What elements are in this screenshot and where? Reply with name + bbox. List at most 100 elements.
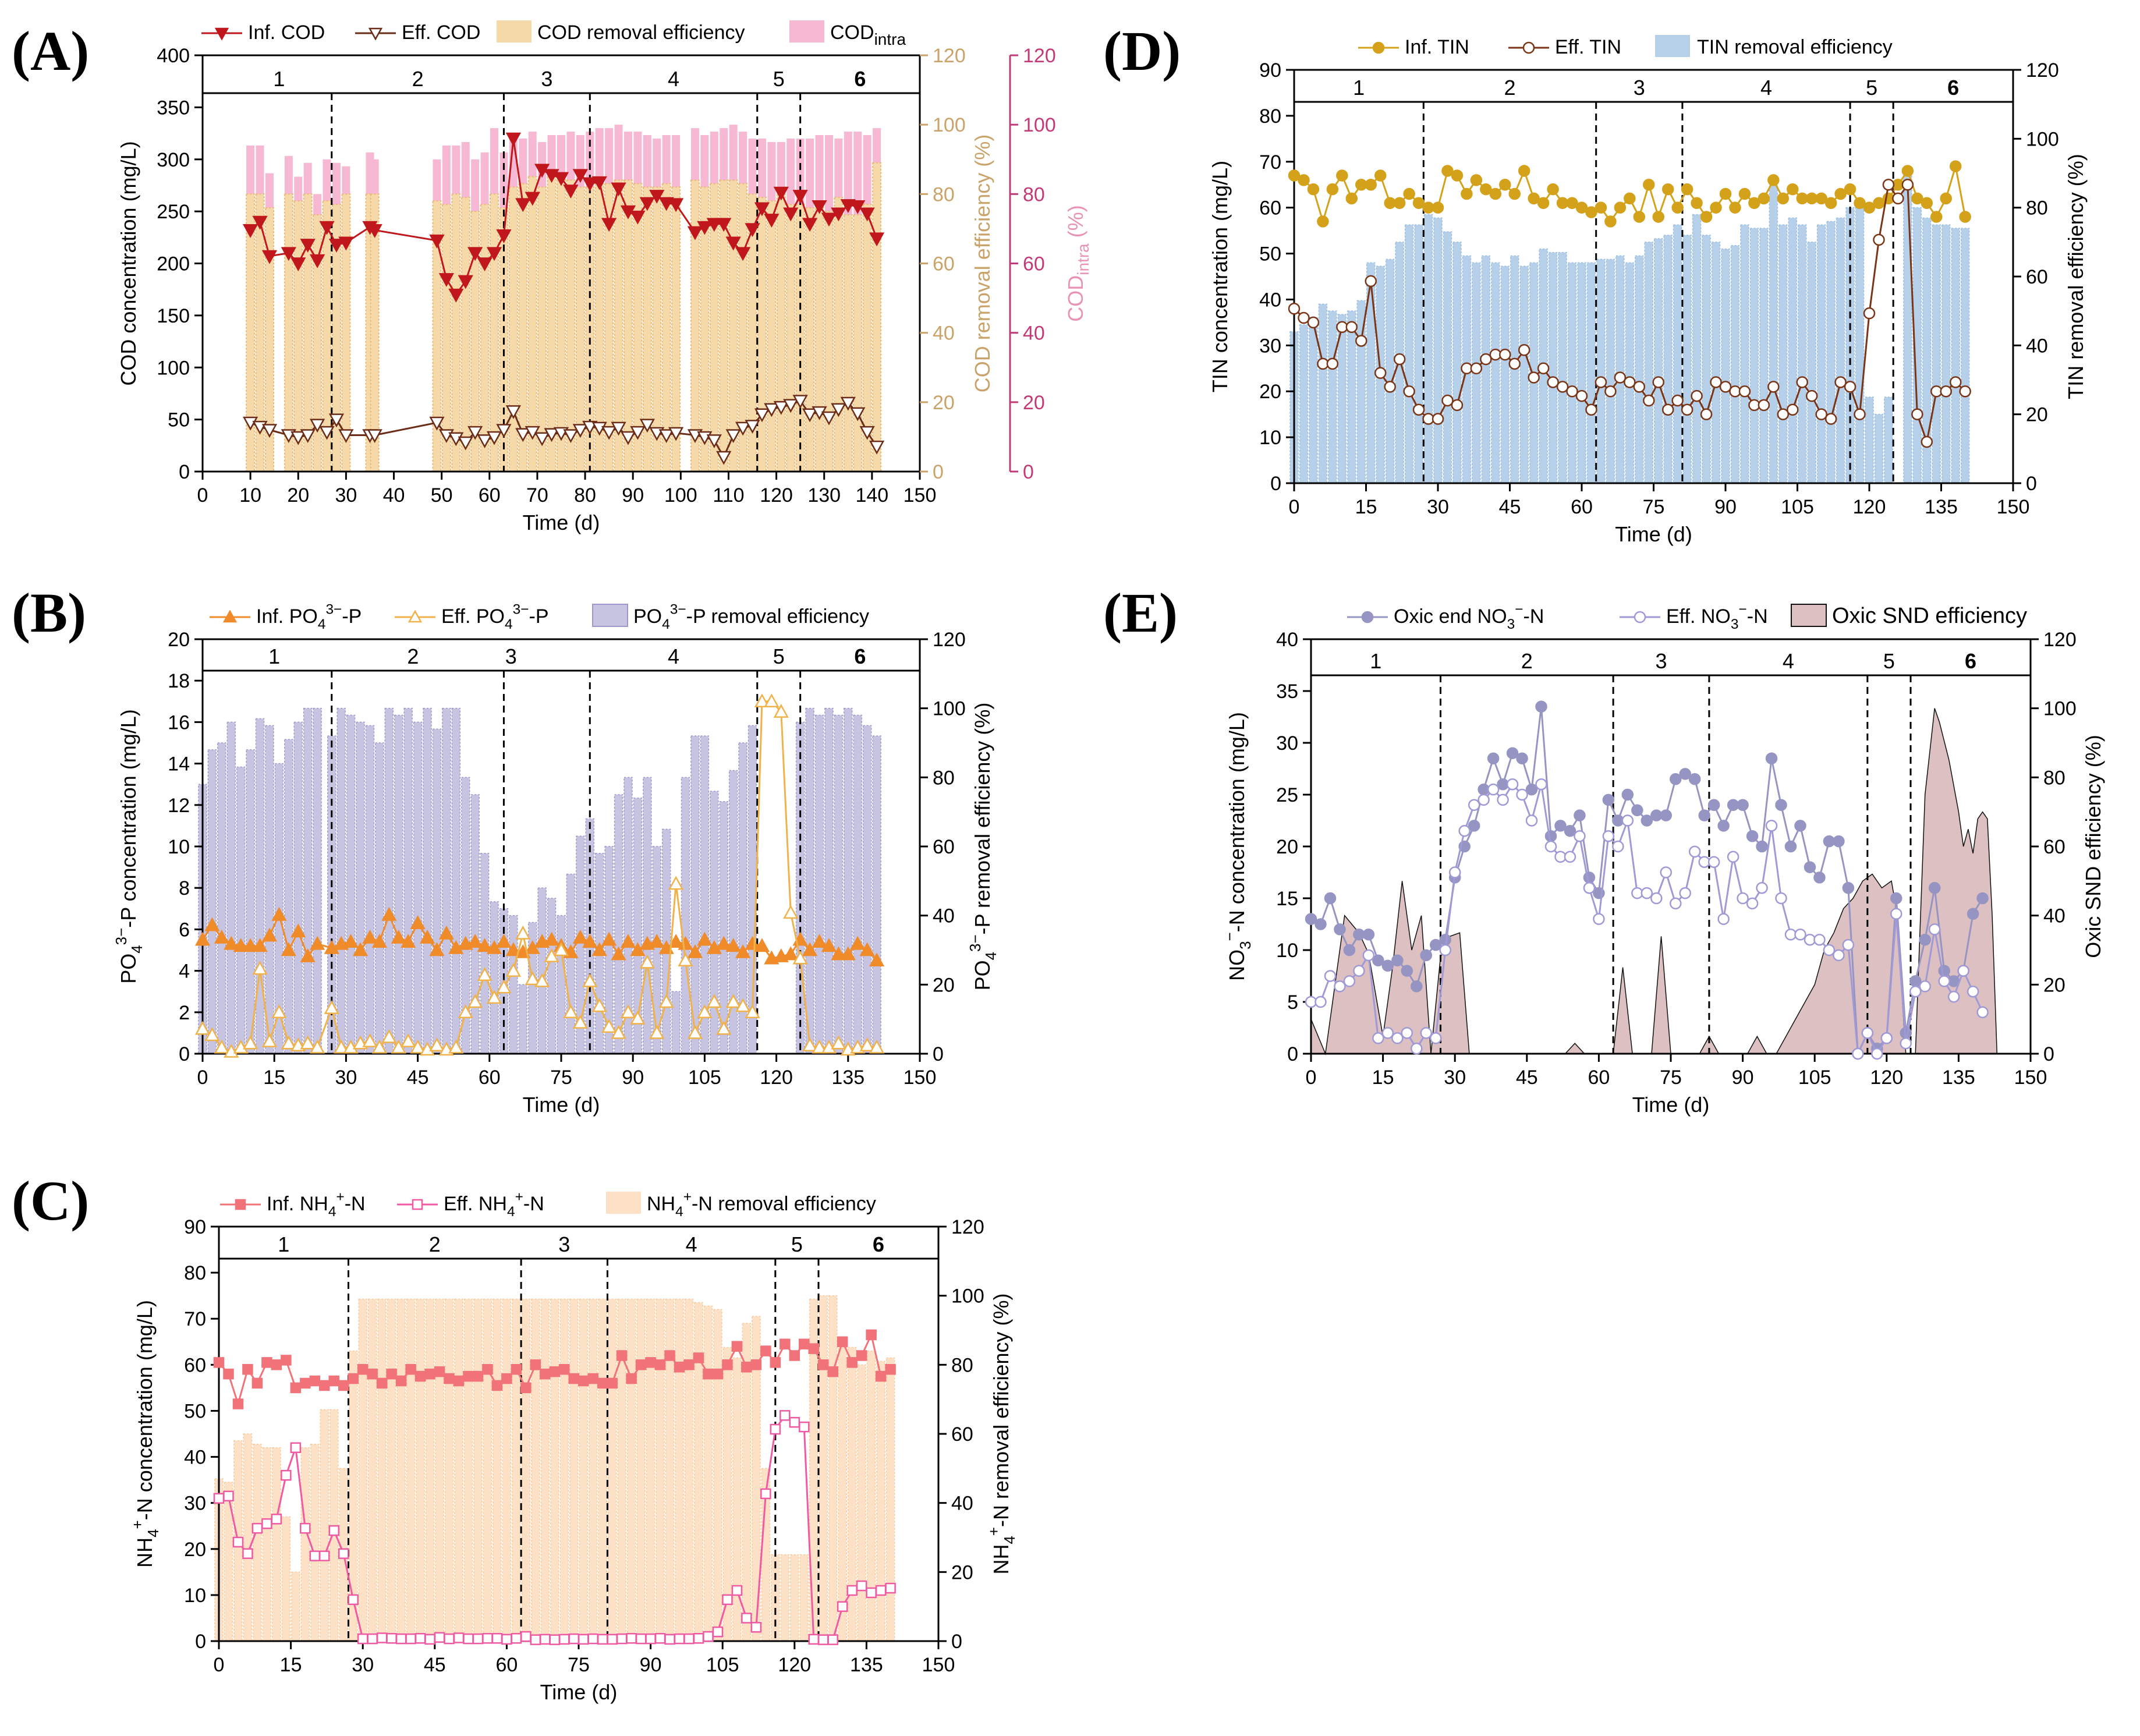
y-tick-label: 40 bbox=[184, 1447, 206, 1469]
removal-bar bbox=[1702, 235, 1711, 484]
eff-tin-point bbox=[1393, 353, 1406, 366]
y-tick-label: 50 bbox=[1259, 243, 1281, 265]
removal-bar bbox=[1385, 258, 1395, 484]
inf-nh4-point bbox=[530, 1359, 541, 1370]
y-tick-label: 90 bbox=[1259, 59, 1281, 82]
x-tick-label: 120 bbox=[778, 1654, 811, 1676]
removal-bar bbox=[1711, 242, 1721, 484]
y-tick-label: 35 bbox=[1276, 681, 1298, 703]
removal-bar bbox=[1826, 221, 1836, 484]
eff-nh4-point bbox=[597, 1634, 608, 1645]
inf-cod-point bbox=[438, 273, 454, 287]
inf-nh4-point bbox=[520, 1382, 532, 1394]
legend-label-inf: Inf. COD bbox=[248, 22, 325, 44]
inf-cod-point bbox=[582, 177, 598, 192]
removal-bar bbox=[661, 183, 671, 472]
x-tick-label: 120 bbox=[1853, 496, 1886, 518]
eff-nh4-point bbox=[674, 1633, 685, 1645]
inf-tin-point bbox=[1547, 183, 1559, 196]
removal-bar bbox=[255, 718, 265, 1054]
inf-po4-point bbox=[591, 942, 607, 956]
eff-nh4-point bbox=[780, 1410, 791, 1421]
legend-label-oxic: Oxic end NO3−-N bbox=[1394, 602, 1544, 633]
eff-tin-point bbox=[1681, 403, 1693, 416]
inf-po4-point bbox=[324, 940, 339, 954]
eff-no3-point bbox=[1880, 1032, 1893, 1044]
removal-bar bbox=[460, 777, 470, 1054]
y2-tick-label: 100 bbox=[951, 1285, 984, 1308]
inf-tin-point bbox=[1604, 215, 1617, 228]
inf-tin-point bbox=[1911, 192, 1923, 205]
inf-po4-point bbox=[850, 936, 866, 950]
removal-bar bbox=[1366, 262, 1376, 484]
removal-bar bbox=[435, 1298, 444, 1642]
removal-bar bbox=[579, 1298, 588, 1642]
eff-tin-point bbox=[1633, 381, 1646, 393]
y-tick-label: 200 bbox=[157, 253, 190, 275]
removal-bar bbox=[623, 777, 633, 1054]
eff-nh4-point bbox=[348, 1594, 359, 1606]
eff-po4-point bbox=[668, 876, 684, 890]
eff-po4-point bbox=[601, 1019, 617, 1033]
eff-no3-point bbox=[1957, 965, 1969, 977]
removal-bar bbox=[246, 193, 256, 472]
inf-nh4-point bbox=[357, 1363, 369, 1375]
inf-tin-point bbox=[1518, 165, 1530, 177]
x-tick-label: 150 bbox=[922, 1654, 955, 1676]
inf-cod-point bbox=[563, 185, 579, 199]
removal-bar bbox=[805, 207, 815, 472]
eff-cod-point bbox=[630, 426, 646, 440]
inf-cod-point bbox=[649, 190, 665, 204]
eff-po4-point bbox=[343, 1039, 359, 1054]
y-tick-label: 30 bbox=[184, 1493, 206, 1515]
removal-bar bbox=[243, 1433, 253, 1642]
intra-bar bbox=[710, 132, 718, 184]
eff-po4-point bbox=[448, 1039, 464, 1054]
panel-label-d: (D) bbox=[1103, 20, 1181, 82]
intra-bar bbox=[342, 166, 350, 194]
inf-cod-point bbox=[687, 226, 703, 240]
eff-no3-point bbox=[1544, 840, 1557, 853]
removal-bar bbox=[470, 794, 480, 1054]
eff-tin-point bbox=[1652, 376, 1664, 388]
eff-cod-point bbox=[515, 428, 531, 442]
y-tick-label: 10 bbox=[1276, 940, 1298, 962]
removal-bar bbox=[451, 193, 461, 472]
inf-cod-line bbox=[250, 138, 878, 296]
removal-bar bbox=[518, 183, 528, 472]
intra-bar bbox=[873, 128, 881, 163]
inf-nh4-point bbox=[251, 1377, 263, 1389]
inf-tin-point bbox=[1288, 169, 1301, 182]
y-tick-label: 18 bbox=[168, 670, 190, 692]
removal-bar bbox=[633, 183, 643, 472]
inf-po4-point bbox=[821, 938, 837, 952]
inf-cod-point bbox=[706, 218, 722, 232]
oxic-no3-point bbox=[1564, 825, 1576, 837]
inf-po4-point bbox=[859, 942, 875, 956]
eff-po4-point bbox=[591, 998, 607, 1012]
y2-tick-label: 0 bbox=[933, 461, 944, 483]
removal-bar bbox=[384, 707, 394, 1054]
removal-bar bbox=[1347, 310, 1356, 484]
intra-bar bbox=[824, 135, 833, 212]
removal-bar bbox=[866, 1350, 876, 1642]
inf-nh4-point bbox=[703, 1368, 714, 1380]
phase-label: 3 bbox=[505, 644, 517, 668]
inf-tin-point bbox=[1738, 187, 1751, 200]
removal-bar bbox=[614, 794, 623, 1054]
removal-bar bbox=[1663, 235, 1673, 484]
x-tick-label: 0 bbox=[1306, 1067, 1317, 1089]
oxic-no3-point bbox=[1746, 830, 1759, 842]
y3-tick-label: 0 bbox=[1023, 461, 1034, 483]
phase-label: 1 bbox=[1353, 76, 1365, 100]
eff-nh4-point bbox=[626, 1633, 637, 1644]
inf-tin-point bbox=[1758, 192, 1770, 205]
inf-cod-point bbox=[802, 218, 818, 232]
removal-bar bbox=[1673, 224, 1682, 484]
eff-no3-point bbox=[1448, 866, 1461, 878]
eff-cod-point bbox=[261, 424, 278, 438]
y2-tick-label: 40 bbox=[933, 905, 955, 927]
eff-nh4-point bbox=[760, 1488, 771, 1500]
